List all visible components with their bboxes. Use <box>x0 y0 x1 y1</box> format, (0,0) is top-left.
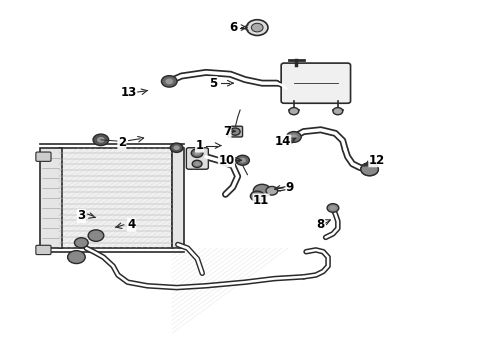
Text: 9: 9 <box>286 181 294 194</box>
Circle shape <box>74 238 88 248</box>
Circle shape <box>88 230 104 241</box>
Circle shape <box>192 160 202 167</box>
Circle shape <box>330 206 336 210</box>
Circle shape <box>239 158 246 163</box>
Circle shape <box>250 191 264 201</box>
Text: 3: 3 <box>77 210 85 222</box>
Circle shape <box>287 132 301 142</box>
Text: 2: 2 <box>118 136 126 149</box>
Circle shape <box>97 137 105 143</box>
Text: 11: 11 <box>253 194 269 207</box>
FancyBboxPatch shape <box>228 126 243 137</box>
Text: 10: 10 <box>219 154 235 167</box>
Text: 14: 14 <box>274 135 291 148</box>
Circle shape <box>251 23 263 32</box>
Circle shape <box>361 163 378 176</box>
Circle shape <box>236 155 249 165</box>
Circle shape <box>365 166 374 172</box>
Circle shape <box>68 251 85 264</box>
Circle shape <box>327 204 339 212</box>
Circle shape <box>173 145 180 150</box>
Circle shape <box>195 162 199 166</box>
Circle shape <box>93 134 109 145</box>
Circle shape <box>170 143 183 152</box>
FancyBboxPatch shape <box>36 245 51 255</box>
Circle shape <box>161 76 177 87</box>
Text: 8: 8 <box>317 218 325 231</box>
FancyBboxPatch shape <box>36 152 51 161</box>
Text: 5: 5 <box>209 77 218 90</box>
Circle shape <box>246 20 268 36</box>
FancyBboxPatch shape <box>281 63 350 103</box>
Circle shape <box>361 163 378 176</box>
Bar <box>40 148 62 248</box>
Text: 7: 7 <box>223 125 231 138</box>
Circle shape <box>194 151 200 155</box>
Text: 12: 12 <box>369 154 385 167</box>
Circle shape <box>165 78 173 84</box>
Bar <box>59 148 172 248</box>
Text: 1: 1 <box>196 139 204 152</box>
Circle shape <box>266 186 278 195</box>
Circle shape <box>191 149 203 157</box>
Circle shape <box>230 128 240 135</box>
Circle shape <box>333 108 343 115</box>
Text: 13: 13 <box>121 86 137 99</box>
Text: 4: 4 <box>127 218 136 231</box>
Circle shape <box>290 134 297 140</box>
FancyBboxPatch shape <box>186 148 208 169</box>
Circle shape <box>253 184 271 197</box>
Circle shape <box>289 108 299 115</box>
Bar <box>172 148 184 248</box>
Circle shape <box>254 194 261 199</box>
Text: 6: 6 <box>229 21 237 34</box>
